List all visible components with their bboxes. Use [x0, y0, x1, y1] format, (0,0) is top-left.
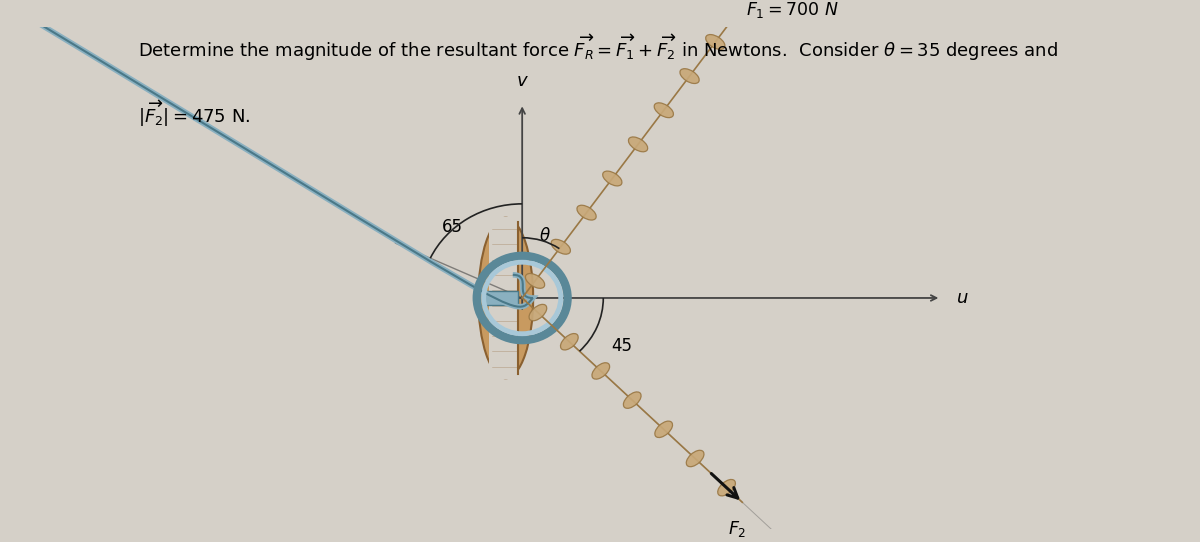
- Ellipse shape: [577, 205, 596, 220]
- Ellipse shape: [526, 274, 545, 288]
- Ellipse shape: [479, 218, 533, 378]
- Ellipse shape: [560, 333, 578, 350]
- Ellipse shape: [655, 421, 672, 437]
- Text: $|\overrightarrow{F_2}| = 475$ N.: $|\overrightarrow{F_2}| = 475$ N.: [138, 98, 251, 128]
- FancyBboxPatch shape: [490, 217, 517, 379]
- Text: $\theta$: $\theta$: [539, 227, 551, 244]
- Ellipse shape: [654, 103, 673, 118]
- Ellipse shape: [592, 363, 610, 379]
- Ellipse shape: [529, 305, 547, 321]
- Text: 45: 45: [611, 338, 632, 356]
- FancyBboxPatch shape: [481, 291, 517, 305]
- Ellipse shape: [686, 450, 704, 467]
- Ellipse shape: [680, 69, 700, 83]
- Text: $F_2$: $F_2$: [728, 519, 746, 539]
- Text: $v$: $v$: [516, 72, 529, 89]
- Ellipse shape: [718, 480, 736, 496]
- Text: $u$: $u$: [956, 289, 968, 307]
- Text: 65: 65: [442, 217, 463, 236]
- Ellipse shape: [602, 171, 622, 186]
- Ellipse shape: [551, 240, 570, 254]
- Ellipse shape: [629, 137, 648, 152]
- Text: $F_1 = 700$ N: $F_1 = 700$ N: [746, 0, 839, 20]
- Text: Determine the magnitude of the resultant force $\overrightarrow{F_R} = \overrigh: Determine the magnitude of the resultant…: [138, 33, 1058, 63]
- Ellipse shape: [706, 35, 725, 49]
- Ellipse shape: [623, 392, 641, 408]
